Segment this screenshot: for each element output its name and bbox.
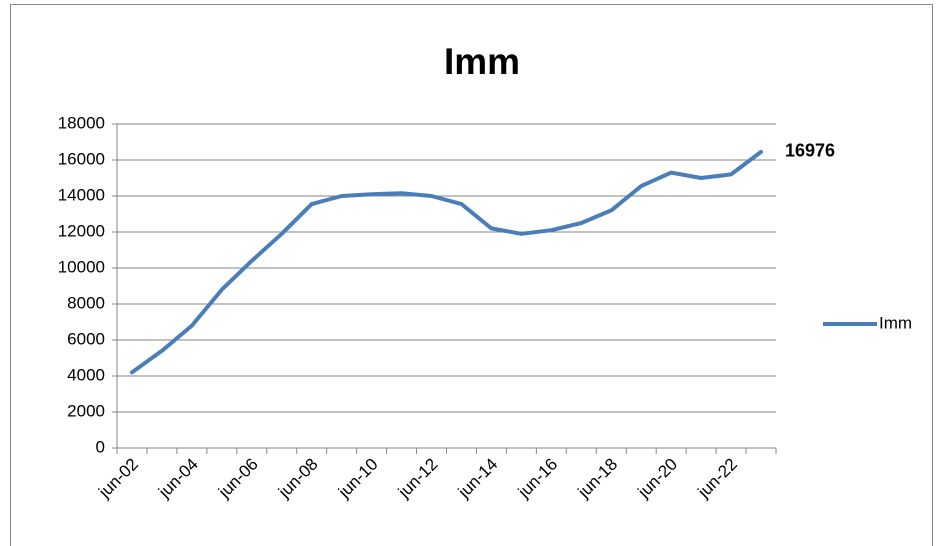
legend-label: Imm (879, 313, 912, 332)
annotation: 16976 (785, 141, 835, 161)
data-line (129, 149, 764, 375)
y-tick-label: 10000 (58, 257, 105, 276)
y-tick-label: 14000 (58, 185, 105, 204)
y-tick-label: 0 (96, 437, 105, 456)
chart-border (10, 4, 933, 546)
y-tick-label: 4000 (67, 365, 105, 384)
y-tick-label: 6000 (67, 329, 105, 348)
y-tick-label: 8000 (67, 293, 105, 312)
y-tick-label: 2000 (67, 401, 105, 420)
y-tick-label: 16000 (58, 149, 105, 168)
y-tick-label: 18000 (58, 113, 105, 132)
chart-title: Imm (444, 41, 520, 82)
y-tick-label: 12000 (58, 221, 105, 240)
